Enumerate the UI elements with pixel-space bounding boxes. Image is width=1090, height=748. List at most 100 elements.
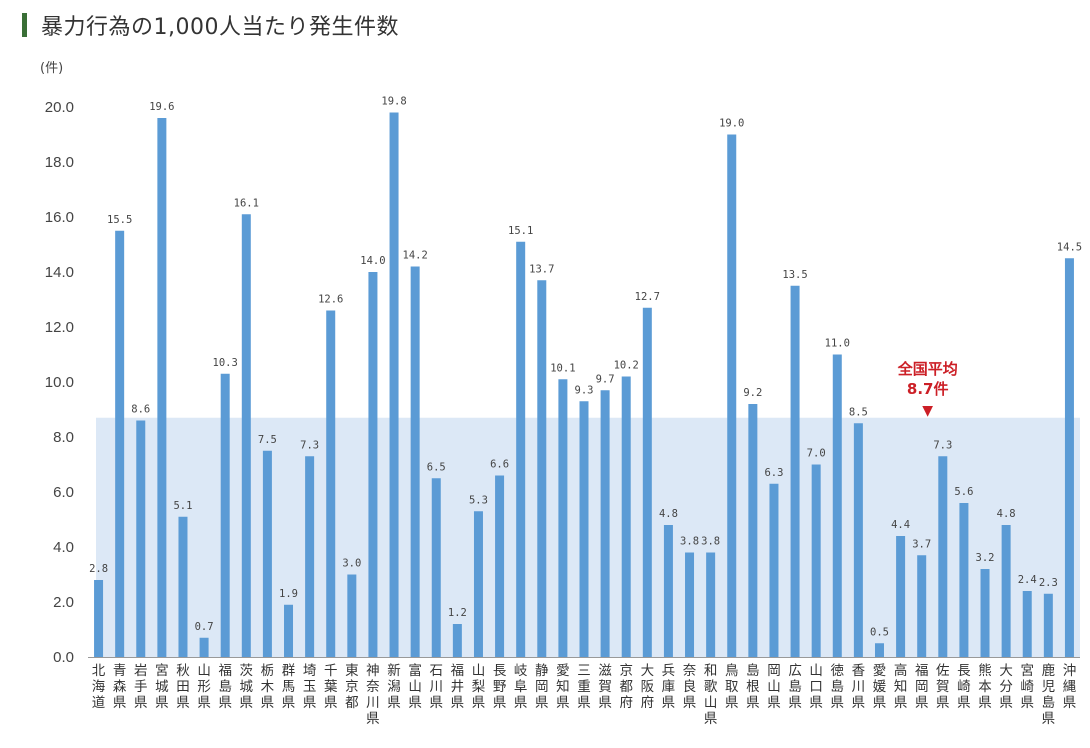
data-label: 19.8 [381,96,406,108]
category-label: 京都府 [619,663,633,711]
bar [790,285,800,657]
bar [727,134,737,657]
category-label: 広島県 [788,663,802,711]
category-label: 奈良県 [683,663,697,711]
bar [811,464,821,657]
data-label: 5.6 [954,486,973,498]
data-label: 4.8 [997,508,1016,520]
category-label: 北海道 [92,663,106,711]
category-label: 山口県 [809,663,823,711]
data-label: 6.6 [490,459,509,471]
category-label: 鳥取県 [725,663,739,711]
y-tick-label: 16.0 [45,209,74,226]
bar [262,450,272,657]
category-label: 静岡県 [535,663,549,711]
bar [516,241,526,657]
data-label: 6.3 [764,467,783,479]
category-label: 大分県 [999,663,1013,711]
data-label: 16.1 [234,197,259,209]
category-label: 兵庫県 [662,663,676,711]
data-label: 1.9 [279,588,298,600]
average-label: 全国平均 [897,360,958,378]
y-axis-unit-label: (件) [40,61,63,76]
bar [284,604,294,657]
category-label: 滋賀県 [598,663,612,711]
bar [220,373,230,657]
category-label: 島根県 [746,663,760,711]
data-label: 3.2 [976,552,995,564]
category-label: 三重県 [577,663,591,711]
bar [1064,258,1074,657]
bar [157,118,167,657]
category-label: 栃木県 [261,663,275,711]
data-label: 2.4 [1018,574,1037,586]
category-label: 宮城県 [155,663,169,711]
bar [178,516,188,657]
category-label: 福井県 [451,663,465,711]
data-label: 19.0 [719,118,744,130]
data-label: 0.5 [870,626,889,638]
bar [621,376,631,657]
data-label: 4.4 [891,519,910,531]
data-label: 19.6 [149,101,174,113]
bar [473,511,483,657]
bar [94,580,104,657]
category-label: 高知県 [894,662,908,711]
bar [537,280,547,657]
category-label: 岩手県 [134,663,148,711]
bar [1022,591,1032,657]
data-label: 10.1 [550,362,575,374]
y-tick-label: 12.0 [45,319,74,336]
bar [748,404,758,657]
category-label: 福岡県 [915,663,929,711]
data-label: 9.3 [575,384,594,396]
bar [706,552,716,657]
bar [769,483,779,657]
category-label: 沖縄県 [1063,663,1077,711]
data-label: 13.7 [529,263,554,275]
data-label: 4.8 [659,508,678,520]
y-tick-label: 0.0 [53,649,74,666]
y-tick-label: 4.0 [53,539,74,556]
bar [642,307,652,657]
category-label: 愛知県 [556,663,570,711]
bar [685,552,695,657]
data-label: 7.3 [300,439,319,451]
bar [347,574,357,657]
data-label: 10.2 [614,360,639,372]
chart-title-group: 暴力行為の1,000人当たり発生件数 [22,10,399,40]
data-label: 2.3 [1039,577,1058,589]
category-label: 長野県 [493,663,507,711]
data-label: 8.5 [849,406,868,418]
data-label: 5.1 [173,500,192,512]
data-label: 1.2 [448,607,467,619]
data-label: 10.3 [213,357,238,369]
bar [368,272,378,657]
y-tick-label: 2.0 [53,594,74,611]
data-label: 3.8 [680,536,699,548]
bar [917,555,927,657]
bar [326,310,336,657]
bar [241,214,251,657]
data-label: 15.5 [107,214,132,226]
category-label: 長崎県 [957,663,971,711]
y-tick-label: 18.0 [45,154,74,171]
data-label: 15.1 [508,225,533,237]
category-label: 千葉県 [324,663,338,711]
category-label: 山梨県 [472,663,486,711]
data-label: 9.2 [743,387,762,399]
data-label: 13.5 [782,269,807,281]
bar [980,569,990,657]
bar [853,423,863,657]
data-label: 3.8 [701,536,720,548]
y-tick-label: 8.0 [53,429,74,446]
bar [115,230,125,657]
category-label: 佐賀県 [936,663,950,711]
data-label: 5.3 [469,494,488,506]
category-label: 新潟県 [387,663,401,711]
category-label: 徳島県 [831,663,845,711]
data-label: 12.6 [318,294,343,306]
bar [832,354,842,657]
bar [600,390,610,657]
